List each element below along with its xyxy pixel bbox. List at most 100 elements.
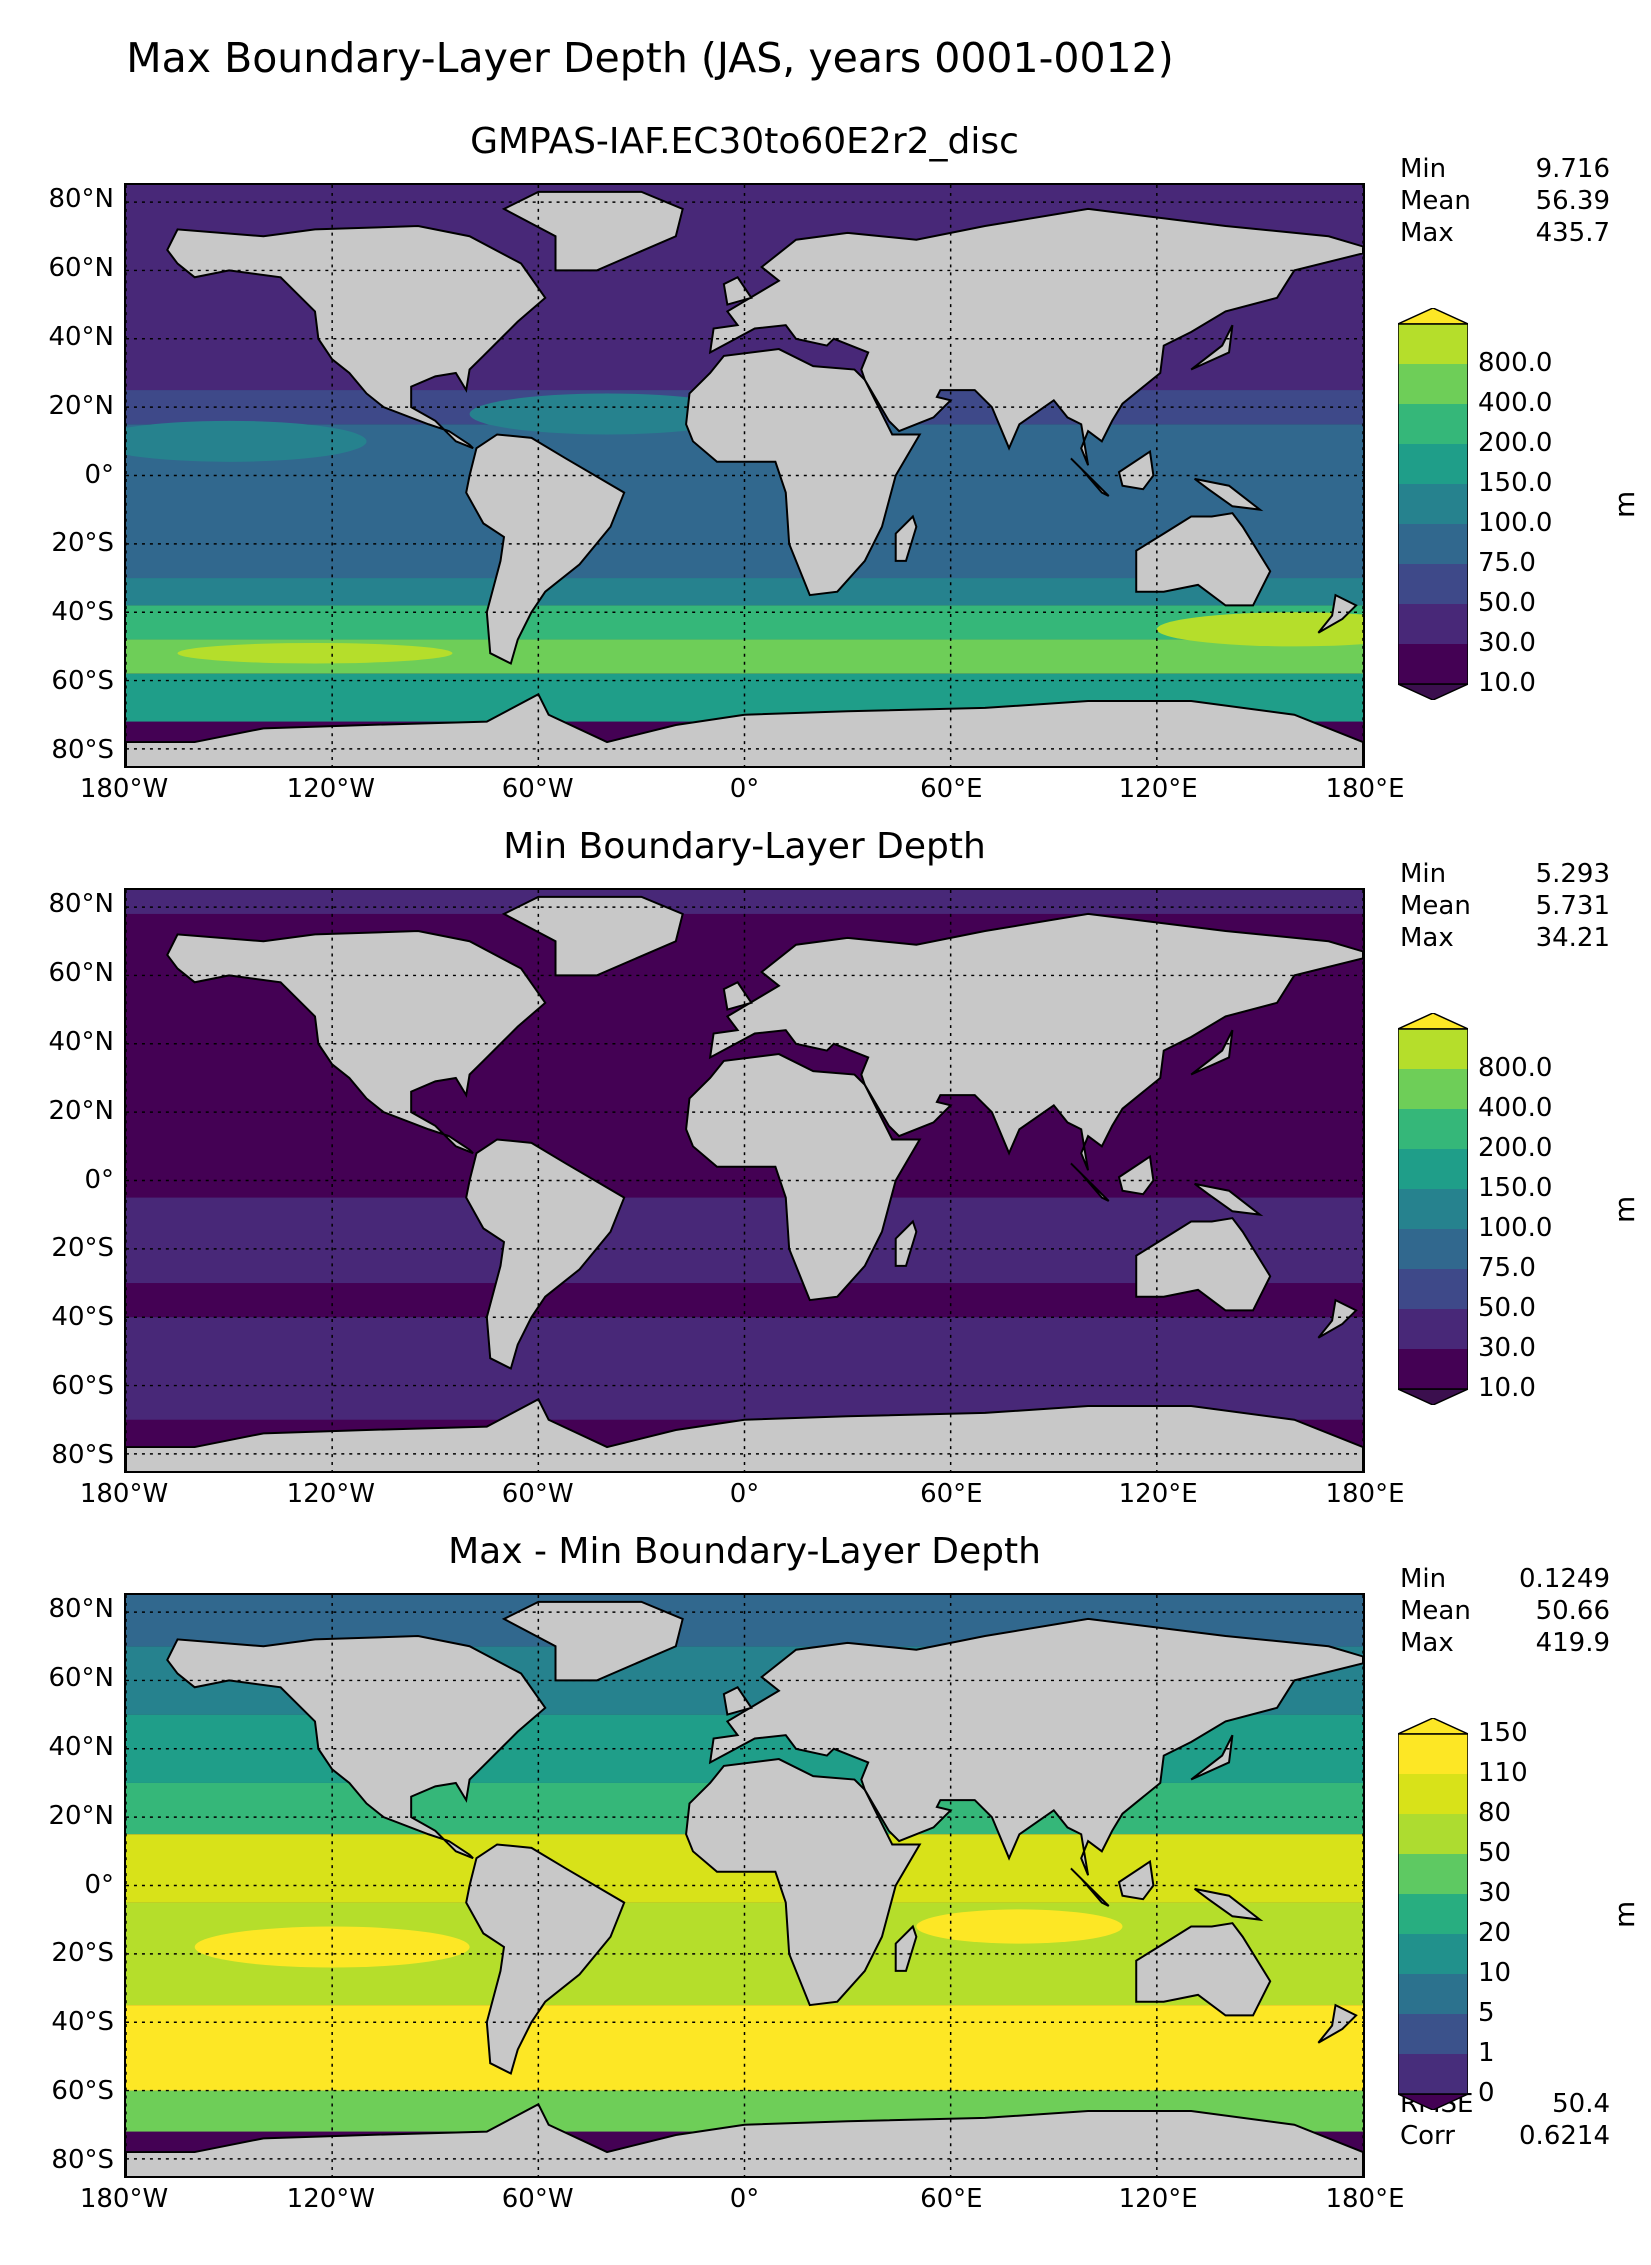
stat-value: 5.731	[1535, 891, 1610, 921]
stat-label: Min	[1400, 859, 1447, 889]
lon-tick-label: 120°W	[286, 2184, 375, 2214]
colorbar-segment	[1398, 1934, 1468, 1974]
landmass-new-guinea	[1194, 1887, 1264, 1922]
landmass-south-america	[465, 1138, 626, 1370]
colorbar-tick-label: 10	[1478, 1958, 1512, 1988]
landmass-greenland	[501, 895, 684, 977]
lat-tick-label: 40°N	[48, 321, 114, 352]
stat-row: Mean 5.731	[1400, 890, 1610, 922]
colorbar-segment	[1398, 1069, 1468, 1109]
lon-tick-label: 180°W	[79, 774, 169, 804]
colorbar-tick-label: 110	[1478, 1758, 1528, 1788]
colorbar-canvas	[1397, 307, 1469, 701]
lon-tick-label: 180°E	[1325, 1479, 1405, 1509]
stat-row: Corr 0.6214	[1400, 2120, 1610, 2152]
colorbar-unit-label: m	[1608, 1900, 1641, 1928]
map-panel	[124, 183, 1365, 768]
landmass-borneo	[1117, 1859, 1155, 1901]
lon-tick-label: 60°E	[920, 2184, 983, 2214]
stat-row: Max 34.21	[1400, 922, 1610, 954]
colorbar-segment	[1398, 1229, 1468, 1269]
colorbar-tick-label: 100.0	[1478, 1213, 1553, 1243]
colorbar-segment	[1398, 364, 1468, 404]
field-blob-pacific	[126, 420, 367, 462]
lat-tick-label: 80°S	[51, 2144, 114, 2175]
colorbar-segment	[1398, 644, 1468, 684]
landmass-north-america	[166, 1635, 547, 1860]
landmass-north-america	[166, 225, 547, 450]
stat-row: Max 419.9	[1400, 1627, 1610, 1659]
colorbar-segment	[1398, 1189, 1468, 1229]
colorbar-extend-max	[1397, 1717, 1469, 1735]
landmass-madagascar	[894, 1219, 918, 1267]
landmass-north-america	[166, 930, 547, 1155]
lat-tick-label: 0°	[84, 459, 114, 490]
lon-tick-label: 0°	[729, 1479, 760, 1509]
lat-tick-label: 40°N	[48, 1731, 114, 1762]
colorbar-tick-label: 30	[1478, 1878, 1512, 1908]
stat-row: Min 0.1249	[1400, 1563, 1610, 1595]
stat-label: Corr	[1400, 2121, 1455, 2151]
colorbar-segment	[1398, 1814, 1468, 1854]
landmass-japan	[1190, 1029, 1234, 1076]
stat-row: Min 9.716	[1400, 153, 1610, 185]
landmass-australia	[1135, 1922, 1272, 2017]
stat-value: 9.716	[1535, 154, 1610, 184]
stat-value: 0.1249	[1519, 1564, 1610, 1594]
stat-row: Max 435.7	[1400, 217, 1610, 249]
panel-title: Min Boundary-Layer Depth	[503, 826, 986, 867]
lat-tick-label: 20°S	[51, 1938, 114, 1969]
lat-tick-label: 80°S	[51, 1439, 114, 1470]
stat-value: 34.21	[1535, 923, 1610, 953]
field-blob-south-pacific	[177, 642, 453, 664]
colorbar-extend-max	[1397, 1012, 1469, 1030]
lon-tick-label: 120°E	[1118, 774, 1198, 804]
colorbar-tick-label: 200.0	[1478, 428, 1553, 458]
colorbar-tick-label: 150.0	[1478, 1173, 1553, 1203]
colorbar-segment	[1398, 564, 1468, 604]
field-blob-tasman	[1156, 612, 1363, 647]
colorbar-extend-max	[1397, 307, 1469, 325]
landmass-madagascar	[894, 1924, 918, 1972]
colorbar	[1397, 307, 1469, 701]
stats-box: Min 9.716 Mean 56.39 Max 435.7	[1400, 153, 1610, 249]
colorbar-segment	[1398, 1149, 1468, 1189]
stat-value: 56.39	[1535, 186, 1610, 216]
colorbar-segment	[1398, 1854, 1468, 1894]
landmass-borneo	[1117, 449, 1155, 491]
stat-row: Min 5.293	[1400, 858, 1610, 890]
lon-tick-label: 180°W	[79, 1479, 169, 1509]
stats-box: Min 0.1249 Mean 50.66 Max 419.9	[1400, 1563, 1610, 1659]
colorbar-segment	[1398, 484, 1468, 524]
lat-tick-label: 60°S	[51, 1370, 114, 1401]
lat-tick-label: 80°N	[48, 889, 114, 920]
landmass-japan	[1190, 324, 1234, 371]
stat-row: Mean 50.66	[1400, 1595, 1610, 1627]
landmass-africa	[685, 1758, 922, 2007]
colorbar-tick-label: 10.0	[1478, 1373, 1536, 1403]
lat-tick-label: 60°N	[48, 1663, 114, 1694]
landmass-eurasia	[708, 1617, 1363, 1876]
field-blob-indian	[916, 1909, 1123, 1944]
colorbar-tick-label: 800.0	[1478, 1053, 1553, 1083]
lat-tick-label: 20°S	[51, 1233, 114, 1264]
lon-tick-label: 60°W	[501, 2184, 574, 2214]
lat-tick-label: 20°N	[48, 1095, 114, 1126]
colorbar-tick-label: 50.0	[1478, 588, 1536, 618]
lat-tick-label: 40°S	[51, 2007, 114, 2038]
landmass-antarctica	[126, 1397, 1363, 1471]
colorbar-tick-label: 150.0	[1478, 468, 1553, 498]
lon-tick-label: 180°W	[79, 2184, 169, 2214]
stat-row: Mean 56.39	[1400, 185, 1610, 217]
stat-label: Max	[1400, 218, 1454, 248]
colorbar-segment	[1398, 2014, 1468, 2054]
colorbar-tick-label: 150	[1478, 1718, 1528, 1748]
colorbar-tick-label: 1	[1478, 2038, 1495, 2068]
landmass-south-america	[465, 433, 626, 665]
landmass-sumatra	[1070, 1162, 1110, 1202]
lon-tick-label: 60°E	[920, 774, 983, 804]
lat-tick-label: 60°S	[51, 2075, 114, 2106]
colorbar-extend-min	[1397, 2093, 1469, 2111]
lat-tick-label: 60°N	[48, 253, 114, 284]
colorbar-segment	[1398, 404, 1468, 444]
